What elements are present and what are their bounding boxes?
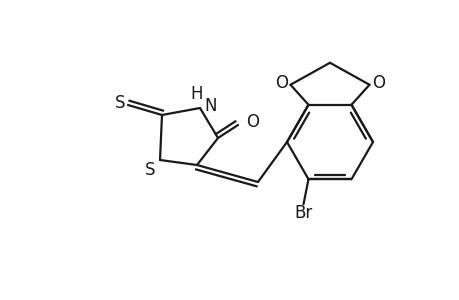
Text: O: O [274, 74, 287, 92]
Text: S: S [145, 161, 155, 179]
Text: O: O [371, 74, 384, 92]
Text: S: S [114, 94, 125, 112]
Text: H: H [190, 85, 203, 103]
Text: O: O [246, 113, 258, 131]
Text: Br: Br [294, 204, 312, 222]
Text: N: N [203, 97, 216, 115]
